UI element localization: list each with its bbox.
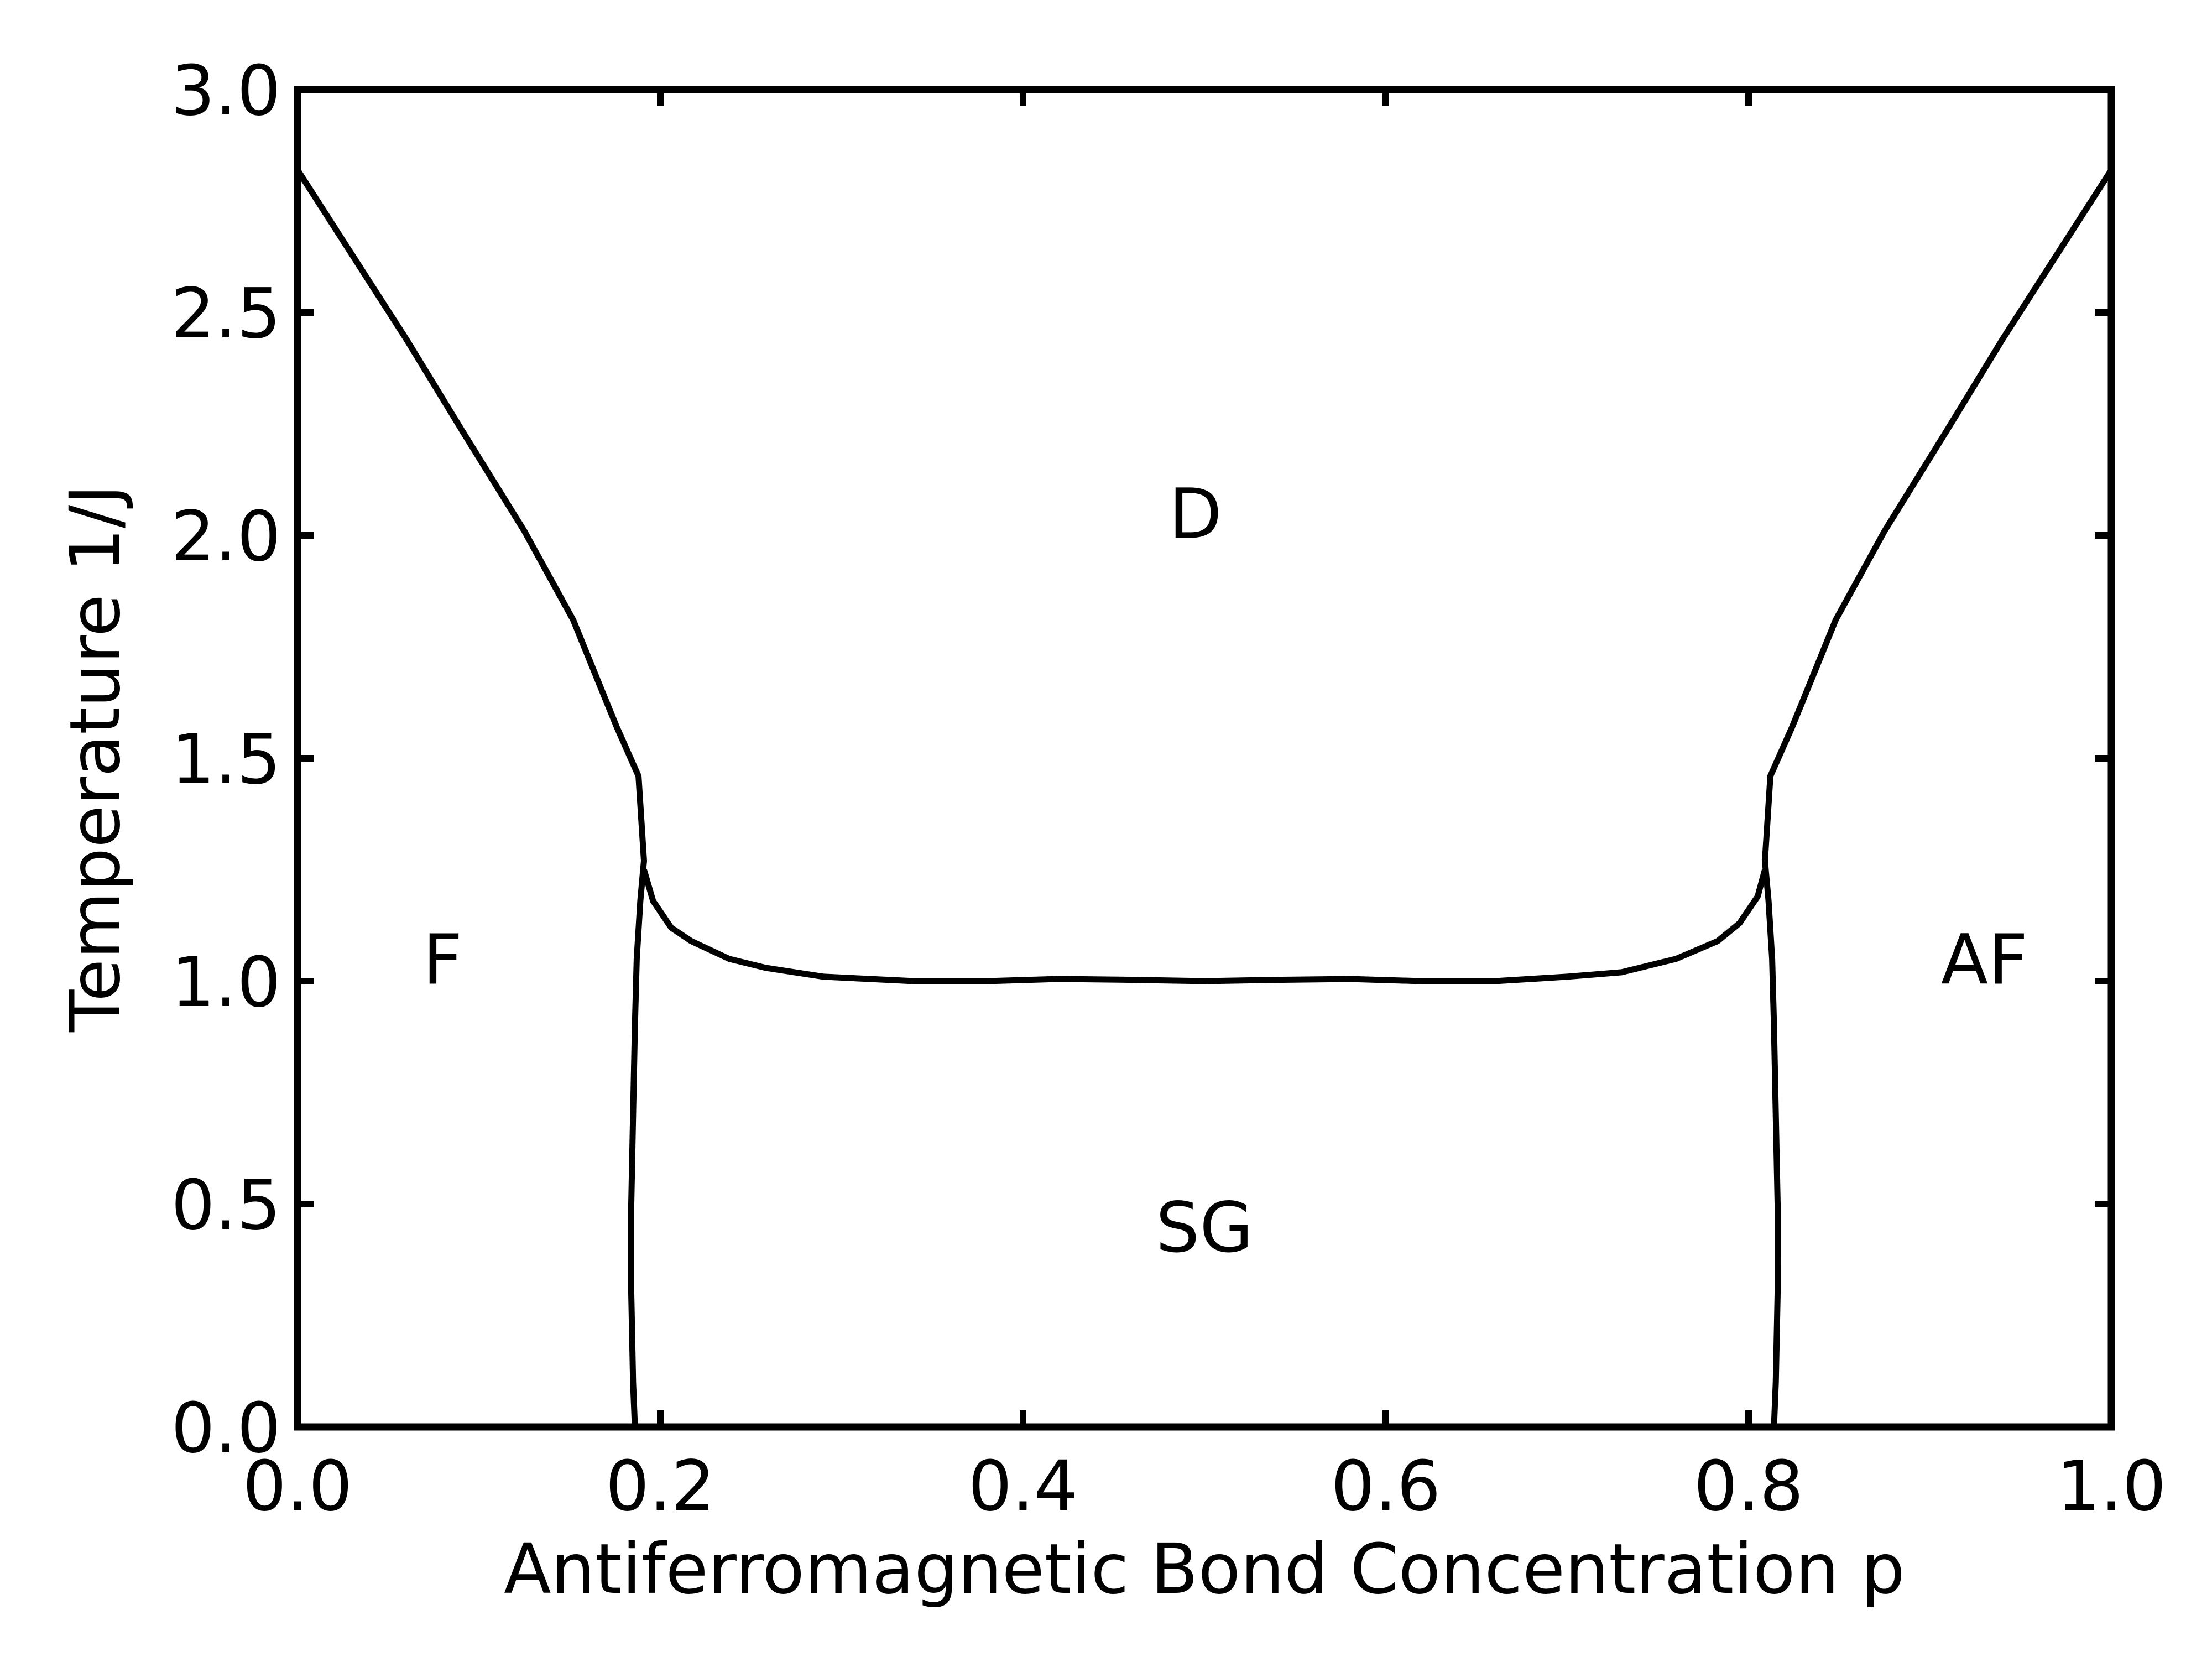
tick-labels: 0.0 0.2 0.4 0.6 0.8 1.0 0.0 0.5 1.0 1.5 2.0 2.5 3.0 <box>171 51 2166 1526</box>
x-tick-label: 0.8 <box>1694 1446 1804 1526</box>
y-tick-label: 0.0 <box>171 1388 281 1468</box>
phase-boundaries <box>295 168 2114 1427</box>
y-tick-label: 2.0 <box>171 497 281 577</box>
y-tick-label: 0.5 <box>171 1165 281 1246</box>
region-label-sg: SG <box>1156 1187 1253 1268</box>
phase-boundary-line-1 <box>295 168 647 861</box>
axis-ticks <box>294 86 2115 1430</box>
region-label-d: D <box>1168 475 1222 555</box>
region-label-f: F <box>422 920 462 1001</box>
y-axis-label: Temperature 1/J <box>55 484 135 1033</box>
x-tick-label: 0.4 <box>968 1446 1078 1526</box>
x-tick-label: 0.0 <box>243 1446 353 1526</box>
y-tick-label: 3.0 <box>171 51 281 131</box>
phase-region-labels: D F AF SG <box>422 475 2028 1268</box>
y-tick-label: 2.5 <box>171 274 281 354</box>
phase-boundary-line-3 <box>1762 168 2114 861</box>
phase-boundary-line-5 <box>1762 860 1781 1427</box>
y-tick-label: 1.5 <box>171 720 281 800</box>
x-tick-label: 0.2 <box>606 1446 716 1526</box>
x-axis-label: Antiferromagnetic Bond Concentration p <box>504 1529 1905 1609</box>
phase-boundary-line-2 <box>641 868 1768 984</box>
phase-boundary-line-4 <box>628 860 647 1427</box>
x-tick-label: 1.0 <box>2057 1446 2167 1526</box>
x-tick-label: 0.6 <box>1331 1446 1441 1526</box>
y-tick-label: 1.0 <box>171 942 281 1023</box>
region-label-af: AF <box>1941 920 2028 1001</box>
